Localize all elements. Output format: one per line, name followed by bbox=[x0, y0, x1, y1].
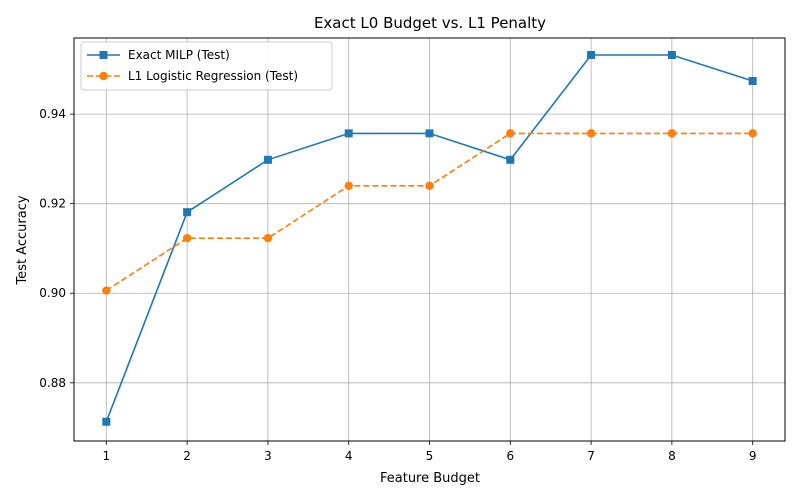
y-axis-label: Test Accuracy bbox=[15, 195, 30, 285]
data-point bbox=[344, 129, 353, 138]
x-tick-label: 2 bbox=[183, 449, 191, 463]
data-point bbox=[263, 155, 272, 164]
x-tick-label: 1 bbox=[102, 449, 110, 463]
x-axis-label: Feature Budget bbox=[380, 471, 480, 486]
legend: Exact MILP (Test) L1 Logistic Regression … bbox=[80, 41, 333, 91]
chart-title: Exact L0 Budget vs. L1 Penalty bbox=[314, 14, 546, 32]
data-point bbox=[425, 181, 434, 190]
x-tick-label: 8 bbox=[668, 449, 676, 463]
data-point bbox=[425, 129, 434, 138]
data-point bbox=[344, 181, 353, 190]
x-tick-label: 9 bbox=[749, 449, 757, 463]
data-point bbox=[667, 51, 676, 60]
y-tick-label: 0.94 bbox=[39, 107, 66, 121]
y-tick-label: 0.88 bbox=[39, 376, 66, 390]
legend-label: L1 Logistic Regression (Test) bbox=[128, 69, 298, 83]
data-point bbox=[586, 129, 596, 138]
series-layer bbox=[102, 51, 757, 426]
x-tick-label: 3 bbox=[264, 449, 272, 463]
legend-label: Exact MILP (Test) bbox=[128, 48, 230, 62]
data-point bbox=[102, 286, 111, 295]
data-point bbox=[506, 129, 515, 138]
data-point bbox=[102, 417, 111, 426]
data-point bbox=[263, 233, 273, 243]
x-tick-label: 5 bbox=[426, 449, 434, 463]
data-point bbox=[748, 76, 757, 85]
grid bbox=[74, 38, 785, 441]
data-point bbox=[748, 129, 757, 138]
x-tick-label: 7 bbox=[587, 449, 595, 463]
ticks: 1 2 3 4 5 6 7 8 9 0.88 0.90 0.92 0.94 bbox=[39, 107, 756, 463]
legend-marker bbox=[99, 71, 108, 81]
data-point bbox=[506, 155, 515, 164]
y-tick-label: 0.90 bbox=[39, 286, 66, 300]
x-tick-label: 4 bbox=[345, 449, 353, 463]
legend-marker bbox=[99, 51, 108, 59]
y-tick-label: 0.92 bbox=[39, 197, 66, 211]
data-point bbox=[183, 208, 192, 217]
data-point bbox=[182, 233, 192, 243]
x-tick-label: 6 bbox=[506, 449, 514, 463]
data-point bbox=[667, 129, 677, 138]
data-point bbox=[587, 51, 596, 60]
legend-box bbox=[80, 41, 333, 91]
